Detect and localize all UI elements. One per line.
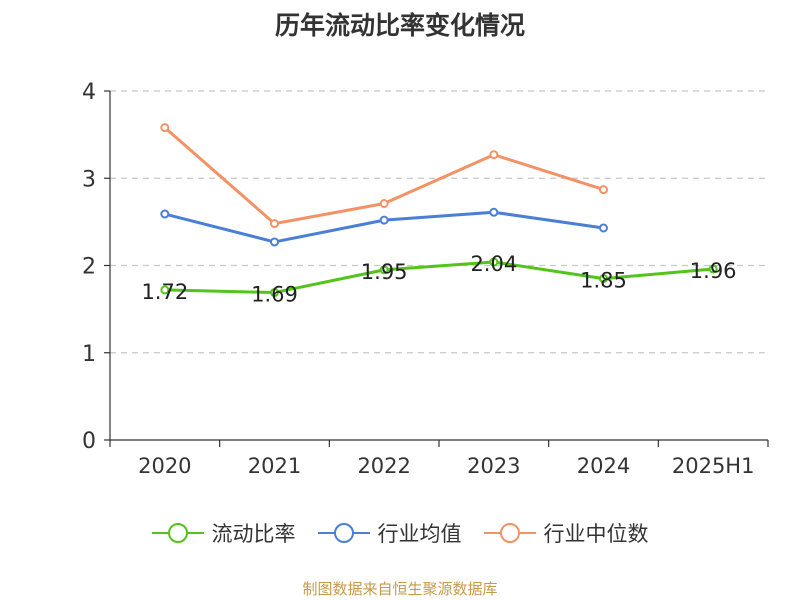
y-tick-label: 0 xyxy=(82,429,96,454)
data-point xyxy=(599,274,608,284)
data-point xyxy=(489,257,499,267)
legend-label: 行业均值 xyxy=(377,522,462,546)
x-tick-label: 2022 xyxy=(357,454,410,478)
data-point xyxy=(708,264,718,274)
data-label: 1.72 xyxy=(141,280,188,304)
legend-line-icon xyxy=(483,523,536,543)
x-tick-label: 2025H1 xyxy=(672,454,755,478)
legend-label: 行业中位数 xyxy=(543,522,649,546)
data-point xyxy=(160,285,170,295)
legend-line-icon xyxy=(317,523,370,543)
data-point xyxy=(160,123,170,133)
data-point xyxy=(599,185,608,195)
data-point xyxy=(270,237,279,247)
data-point xyxy=(379,215,389,225)
y-tick-label: 2 xyxy=(82,255,96,280)
data-labels: 1.72 1.69 1.95 2.04 1.85 1.96 xyxy=(141,252,736,307)
x-tick-label: 2020 xyxy=(138,454,191,478)
axes: 0 1 2 3 4 2020 2021 2022 2023 2024 2025H1 xyxy=(82,80,769,478)
data-source-note: 制图数据来自恒生聚源数据库 xyxy=(302,580,498,598)
data-point xyxy=(379,265,389,275)
series-line xyxy=(163,126,604,226)
chart-title: 历年流动比率变化情况 xyxy=(274,11,525,40)
series-line xyxy=(164,260,714,295)
data-point xyxy=(489,207,499,217)
x-tick-label: 2024 xyxy=(577,454,630,478)
legend-item-current-ratio[interactable]: 流动比率 xyxy=(151,518,296,548)
data-label: 1.96 xyxy=(690,259,737,283)
legend-item-industry-mean[interactable]: 行业均值 xyxy=(317,518,462,548)
legend-item-industry-median[interactable]: 行业中位数 xyxy=(483,518,649,548)
legend: 流动比率 行业均值 行业中位数 xyxy=(0,518,800,548)
data-label: 1.85 xyxy=(580,269,627,293)
series-lines xyxy=(160,123,718,298)
data-label: 1.69 xyxy=(251,283,298,307)
legend-line-icon xyxy=(151,523,204,543)
grid-lines xyxy=(110,90,768,354)
y-tick-label: 4 xyxy=(82,80,96,105)
data-point xyxy=(379,199,389,209)
data-point xyxy=(599,223,608,233)
data-point xyxy=(489,150,499,160)
data-label: 1.95 xyxy=(361,260,408,284)
data-point xyxy=(270,288,279,298)
x-tick-label: 2023 xyxy=(467,454,520,478)
x-tick-label: 2021 xyxy=(248,454,301,478)
y-tick-label: 3 xyxy=(82,167,96,192)
legend-label: 流动比率 xyxy=(211,522,296,546)
y-tick-label: 1 xyxy=(82,342,96,367)
data-point xyxy=(270,219,279,229)
data-point xyxy=(160,209,170,219)
data-label: 2.04 xyxy=(470,252,517,276)
